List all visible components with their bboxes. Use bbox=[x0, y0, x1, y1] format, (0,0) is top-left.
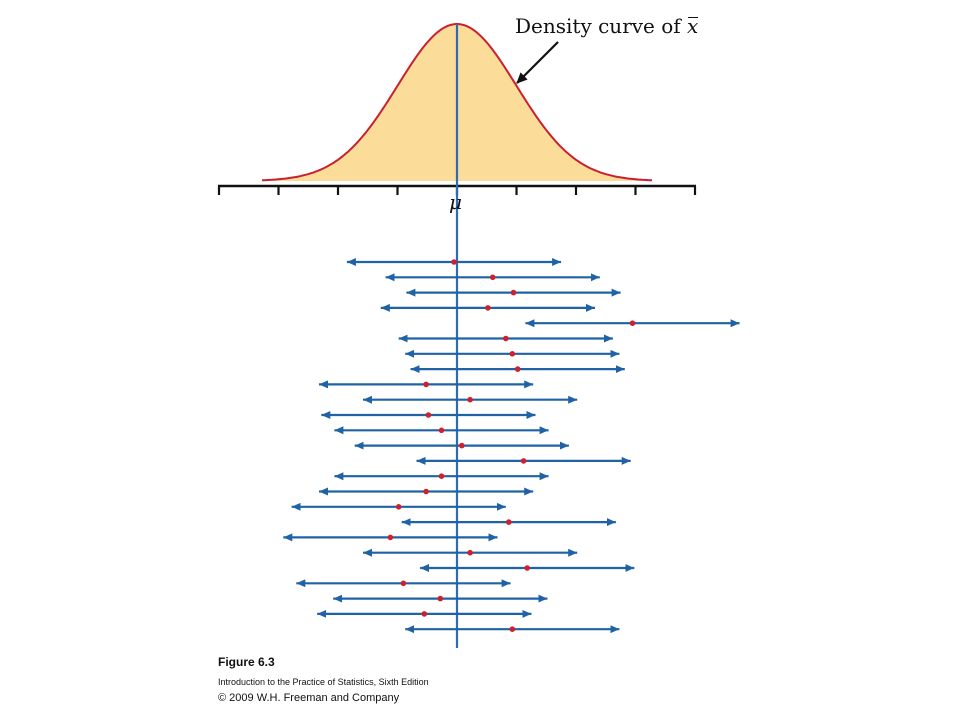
axis-ticks bbox=[217, 186, 697, 195]
sample-mean-point bbox=[423, 488, 429, 495]
sample-mean-point bbox=[509, 351, 516, 357]
sample-mean-point bbox=[395, 504, 402, 510]
sample-mean-point bbox=[514, 366, 521, 372]
confidence-intervals bbox=[283, 258, 740, 634]
sample-mean-point bbox=[467, 396, 473, 403]
sample-mean-point bbox=[387, 534, 394, 541]
mu-label: μ bbox=[449, 190, 462, 214]
sample-mean-point bbox=[520, 458, 527, 464]
x-bar-symbol: x bbox=[687, 14, 699, 38]
sample-mean-point bbox=[467, 549, 473, 556]
label-pointer-arrow bbox=[516, 41, 559, 84]
sample-mean-point bbox=[510, 289, 517, 296]
sample-mean-point bbox=[485, 305, 491, 311]
sample-mean-point bbox=[400, 580, 407, 587]
sample-mean-point bbox=[438, 473, 445, 480]
sample-mean-point bbox=[423, 381, 429, 388]
sample-mean-point bbox=[425, 412, 432, 418]
sample-mean-point bbox=[438, 427, 445, 434]
sample-mean-point bbox=[509, 626, 516, 632]
copyright: © 2009 W.H. Freeman and Company bbox=[218, 692, 400, 704]
sample-mean-point bbox=[629, 320, 636, 327]
sample-mean-point bbox=[437, 595, 444, 602]
sample-mean-point bbox=[524, 565, 530, 571]
book-title: Introduction to the Practice of Statisti… bbox=[218, 677, 429, 687]
sample-mean-point bbox=[421, 611, 428, 617]
sample-mean-point bbox=[503, 335, 509, 342]
sample-mean-point bbox=[459, 442, 465, 449]
figure-number: Figure 6.3 bbox=[218, 655, 275, 669]
sample-mean-point bbox=[506, 519, 512, 525]
sample-mean-point bbox=[489, 274, 496, 281]
density-curve-label: Density curve of x bbox=[515, 14, 699, 38]
sample-mean-point bbox=[451, 259, 457, 265]
